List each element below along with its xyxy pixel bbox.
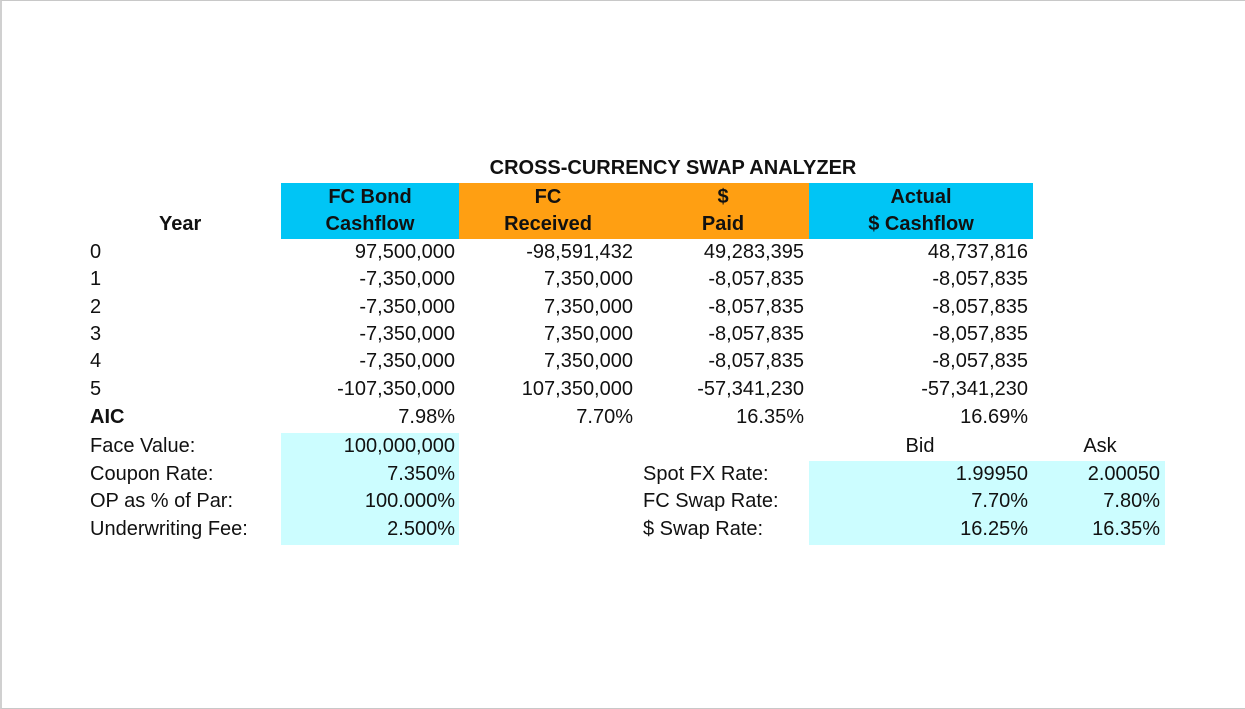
aic-actual[interactable]: 16.69% — [960, 406, 1028, 428]
header-usd-paid-line2[interactable]: Paid — [701, 213, 745, 235]
actual-cf-cell[interactable]: -8,057,835 — [932, 268, 1028, 290]
coupon-rate-input[interactable]: 7.350% — [387, 463, 455, 485]
header-actual-line1[interactable]: Actual — [890, 186, 952, 208]
aic-usd-paid[interactable]: 16.35% — [736, 406, 804, 428]
header-actual-line2[interactable]: $ Cashflow — [868, 213, 974, 235]
fc-received-cell[interactable]: -98,591,432 — [526, 241, 633, 263]
header-fc-bond-line2[interactable]: Cashflow — [325, 213, 415, 235]
header-usd-paid-line1[interactable]: $ — [717, 186, 729, 208]
fc-bond-cell[interactable]: -7,350,000 — [359, 350, 455, 372]
year-cell[interactable]: 5 — [90, 378, 102, 400]
actual-cf-cell[interactable]: -8,057,835 — [932, 296, 1028, 318]
coupon-rate-label[interactable]: Coupon Rate: — [90, 463, 214, 485]
sheet-title: CROSS-CURRENCY SWAP ANALYZER — [489, 157, 857, 179]
spot-fx-bid[interactable]: 1.99950 — [955, 463, 1028, 485]
year-cell[interactable]: 3 — [90, 323, 102, 345]
header-fc-usd-bg — [459, 183, 809, 239]
fc-bond-cell[interactable]: -7,350,000 — [359, 323, 455, 345]
inputs-bg — [281, 433, 459, 545]
fc-bond-cell[interactable]: -7,350,000 — [359, 268, 455, 290]
fc-received-cell[interactable]: 7,350,000 — [544, 268, 633, 290]
fc-received-cell[interactable]: 7,350,000 — [544, 323, 633, 345]
usd-paid-cell[interactable]: -8,057,835 — [708, 296, 804, 318]
header-fc-bond-line1[interactable]: FC Bond — [328, 186, 412, 208]
header-fc-bond-bg — [281, 183, 459, 239]
ask-header[interactable]: Ask — [1083, 435, 1117, 457]
usd-paid-cell[interactable]: -8,057,835 — [708, 323, 804, 345]
fc-swap-label[interactable]: FC Swap Rate: — [643, 490, 779, 512]
aic-label[interactable]: AIC — [90, 406, 125, 428]
underwriting-fee-label[interactable]: Underwriting Fee: — [90, 518, 248, 540]
underwriting-fee-input[interactable]: 2.500% — [387, 518, 455, 540]
fc-swap-ask[interactable]: 7.80% — [1103, 490, 1160, 512]
usd-paid-cell[interactable]: 49,283,395 — [703, 241, 804, 263]
usd-paid-cell[interactable]: -8,057,835 — [708, 350, 804, 372]
face-value-input[interactable]: 100,000,000 — [343, 435, 455, 457]
year-cell[interactable]: 1 — [90, 268, 102, 290]
op-par-input[interactable]: 100.000% — [364, 490, 455, 512]
usd-paid-cell[interactable]: -57,341,230 — [697, 378, 804, 400]
fc-received-cell[interactable]: 107,350,000 — [521, 378, 633, 400]
fc-received-cell[interactable]: 7,350,000 — [544, 296, 633, 318]
actual-cf-cell[interactable]: -8,057,835 — [932, 350, 1028, 372]
spot-fx-ask[interactable]: 2.00050 — [1087, 463, 1160, 485]
usd-swap-label[interactable]: $ Swap Rate: — [643, 518, 764, 540]
face-value-label[interactable]: Face Value: — [90, 435, 196, 457]
spot-fx-label[interactable]: Spot FX Rate: — [643, 463, 769, 485]
actual-cf-cell[interactable]: -57,341,230 — [921, 378, 1028, 400]
rates-bg — [809, 461, 1165, 545]
year-cell[interactable]: 0 — [90, 241, 102, 263]
header-fc-received-line1[interactable]: FC — [534, 186, 562, 208]
fc-bond-cell[interactable]: 97,500,000 — [354, 241, 455, 263]
header-actual-bg — [809, 183, 1033, 239]
aic-fc-received[interactable]: 7.70% — [576, 406, 633, 428]
fc-received-cell[interactable]: 7,350,000 — [544, 350, 633, 372]
fc-swap-bid[interactable]: 7.70% — [971, 490, 1028, 512]
header-year[interactable]: Year — [159, 213, 202, 235]
fc-bond-cell[interactable]: -107,350,000 — [337, 378, 455, 400]
fc-bond-cell[interactable]: -7,350,000 — [359, 296, 455, 318]
usd-swap-bid[interactable]: 16.25% — [960, 518, 1028, 540]
usd-paid-cell[interactable]: -8,057,835 — [708, 268, 804, 290]
op-par-label[interactable]: OP as % of Par: — [90, 490, 234, 512]
header-fc-received-line2[interactable]: Received — [504, 213, 592, 235]
usd-swap-ask[interactable]: 16.35% — [1092, 518, 1160, 540]
year-cell[interactable]: 2 — [90, 296, 102, 318]
year-cell[interactable]: 4 — [90, 350, 102, 372]
actual-cf-cell[interactable]: -8,057,835 — [932, 323, 1028, 345]
bid-header[interactable]: Bid — [905, 435, 935, 457]
aic-fc-bond[interactable]: 7.98% — [398, 406, 455, 428]
actual-cf-cell[interactable]: 48,737,816 — [927, 241, 1028, 263]
